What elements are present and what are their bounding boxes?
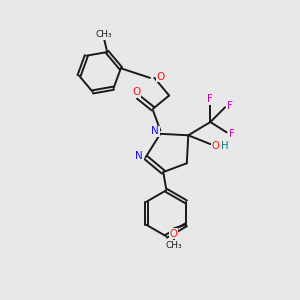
- Text: O: O: [157, 72, 165, 82]
- Text: F: F: [207, 94, 213, 104]
- Text: O: O: [212, 141, 219, 151]
- Text: CH₃: CH₃: [96, 30, 112, 39]
- Text: O: O: [133, 87, 141, 97]
- Text: F: F: [227, 101, 233, 111]
- Text: CH₃: CH₃: [165, 241, 182, 250]
- Text: N: N: [135, 151, 143, 161]
- Text: N: N: [152, 126, 159, 136]
- Text: H: H: [221, 141, 228, 151]
- Text: F: F: [229, 128, 234, 139]
- Text: O: O: [169, 229, 177, 238]
